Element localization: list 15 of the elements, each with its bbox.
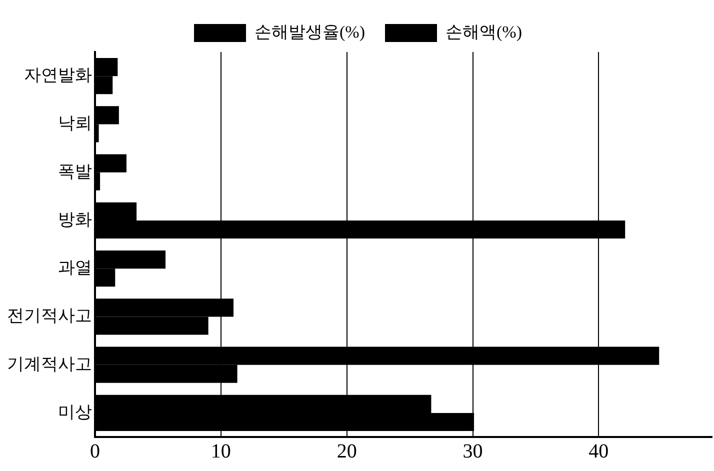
x-tick-label: 10	[210, 440, 231, 462]
y-tick-label: 기계적사고	[7, 354, 92, 374]
x-tick-label: 30	[462, 440, 483, 462]
y-tick-label: 자연발화	[24, 66, 92, 85]
y-tick-label: 과열	[58, 258, 92, 278]
legend-label: 손해액(%)	[446, 22, 522, 42]
y-tick-label: 낙뢰	[58, 114, 92, 133]
x-tick-label: 20	[336, 440, 357, 462]
y-tick-label: 폭발	[58, 162, 92, 181]
x-tick-label: 40	[588, 440, 609, 462]
x-tick-label: 0	[90, 440, 100, 462]
y-tick-label: 미상	[58, 402, 92, 422]
y-tick-label: 전기적사고	[7, 306, 92, 326]
legend-label: 손해발생율(%)	[254, 22, 365, 42]
y-tick-label: 방화	[58, 210, 92, 229]
